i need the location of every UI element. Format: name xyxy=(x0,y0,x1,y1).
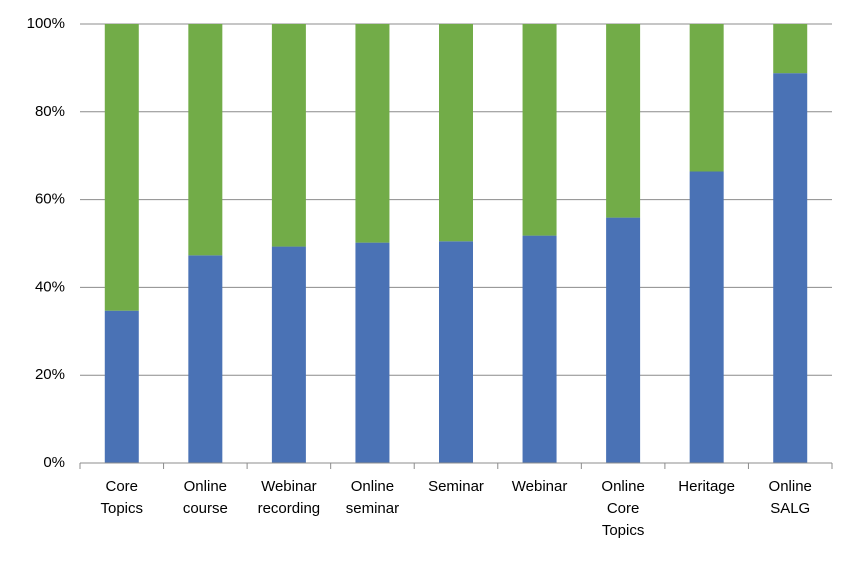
x-tick-label: Webinar xyxy=(511,478,568,495)
y-tick-label: 0% xyxy=(43,454,65,471)
bar-segment xyxy=(104,310,139,463)
bar-segment xyxy=(773,73,808,463)
bar-segment xyxy=(439,24,473,242)
x-tick-label: Core Topics xyxy=(100,478,144,517)
bar-segment xyxy=(104,24,139,311)
bar-segment xyxy=(606,217,641,463)
bar-segment xyxy=(271,24,306,247)
bar-segment xyxy=(689,171,724,463)
y-tick-label: 100% xyxy=(27,15,65,32)
bar-segment xyxy=(188,24,223,256)
x-tick-label: Online SALG xyxy=(768,478,812,517)
bar-segment xyxy=(271,246,306,463)
y-tick-label: 60% xyxy=(35,191,65,208)
bar-segment xyxy=(606,24,641,218)
x-tick-label: Seminar xyxy=(428,478,484,495)
bar-segment xyxy=(355,242,390,463)
x-tick-label: Online course xyxy=(182,478,228,517)
bar-segment xyxy=(522,235,557,463)
bar-segment xyxy=(439,241,473,463)
x-tick-label: Online Core Topics xyxy=(601,478,645,539)
y-tick-label: 80% xyxy=(35,103,65,120)
bar-segment xyxy=(689,24,724,172)
x-tick-label: Heritage xyxy=(678,478,735,495)
y-tick-label: 40% xyxy=(35,278,65,295)
x-tick-label: Online seminar xyxy=(345,478,400,517)
bar-segment xyxy=(355,24,390,243)
bar-segment xyxy=(188,255,223,463)
bar-segment xyxy=(522,24,557,236)
y-tick-label: 20% xyxy=(35,366,65,383)
bar-segment xyxy=(773,24,808,74)
x-tick-label: Webinar recording xyxy=(257,478,321,517)
